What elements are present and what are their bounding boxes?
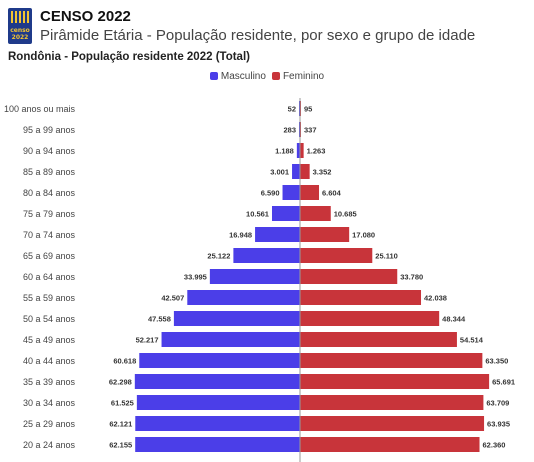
data-label-masculino: 60.618 (113, 357, 136, 366)
bar-feminino[interactable] (300, 248, 373, 263)
data-label-masculino: 33.995 (184, 273, 207, 282)
data-label-feminino: 3.352 (313, 168, 332, 177)
category-label: 25 a 29 anos (23, 419, 76, 429)
data-label-masculino: 52 (288, 105, 296, 114)
data-label-masculino: 62.298 (109, 378, 132, 387)
data-label-masculino: 283 (283, 126, 296, 135)
data-label-feminino: 10.685 (334, 210, 357, 219)
data-label-feminino: 48.344 (442, 315, 466, 324)
bar-feminino[interactable] (300, 227, 350, 242)
bar-feminino[interactable] (300, 185, 320, 200)
bar-masculino[interactable] (136, 395, 300, 410)
bar-masculino[interactable] (134, 374, 300, 389)
bar-feminino[interactable] (300, 395, 484, 410)
bar-masculino[interactable] (296, 143, 300, 158)
censo-logo: censo 2022 (8, 8, 32, 44)
legend-swatch-feminino (271, 72, 280, 80)
header: censo 2022 CENSO 2022 Pirâmide Etária - … (8, 6, 528, 46)
page-title: CENSO 2022 (40, 8, 131, 25)
bar-feminino[interactable] (300, 437, 480, 452)
data-label-feminino: 62.360 (483, 441, 506, 450)
bar-masculino[interactable] (135, 416, 300, 431)
data-label-masculino: 62.121 (109, 420, 132, 429)
bar-feminino[interactable] (300, 269, 398, 284)
bar-masculino[interactable] (233, 248, 300, 263)
legend-label-masculino: Masculino (220, 70, 266, 82)
data-label-masculino: 25.122 (207, 252, 230, 261)
data-label-masculino: 52.217 (136, 336, 159, 345)
logo-text: censo 2022 (10, 27, 30, 41)
data-label-feminino: 6.604 (322, 189, 342, 198)
bar-masculino[interactable] (161, 332, 300, 347)
legend-item-masculino[interactable]: Masculino (209, 70, 266, 82)
data-label-feminino: 33.780 (400, 273, 423, 282)
data-label-masculino: 6.590 (261, 189, 280, 198)
page-subtitle: Pirâmide Etária - População residente, p… (40, 27, 476, 44)
category-label: 30 a 34 anos (23, 398, 76, 408)
data-label-feminino: 63.709 (486, 399, 509, 408)
category-label: 85 a 89 anos (23, 167, 76, 177)
data-label-masculino: 61.525 (111, 399, 134, 408)
data-label-masculino: 62.155 (109, 441, 132, 450)
category-label: 70 a 74 anos (23, 230, 76, 240)
category-label: 20 a 24 anos (23, 440, 76, 450)
data-label-feminino: 25.110 (375, 252, 398, 261)
bar-masculino[interactable] (282, 185, 300, 200)
chart-legend: Masculino Feminino (0, 70, 534, 82)
data-label-masculino: 47.558 (148, 315, 171, 324)
category-label: 35 a 39 anos (23, 377, 76, 387)
logo-bars-icon (11, 11, 29, 23)
data-label-masculino: 3.001 (270, 168, 289, 177)
data-label-feminino: 63.350 (485, 357, 508, 366)
legend-item-feminino[interactable]: Feminino (271, 70, 325, 82)
bar-feminino[interactable] (300, 311, 440, 326)
bar-feminino[interactable] (300, 290, 422, 305)
data-label-feminino: 337 (304, 126, 317, 135)
bar-masculino[interactable] (139, 353, 300, 368)
bar-masculino[interactable] (292, 164, 300, 179)
category-label: 50 a 54 anos (23, 314, 76, 324)
category-label: 90 a 94 anos (23, 146, 76, 156)
category-label: 55 a 59 anos (23, 293, 76, 303)
data-label-masculino: 10.561 (246, 210, 269, 219)
data-label-masculino: 1.188 (275, 147, 294, 156)
data-label-feminino: 17.080 (352, 231, 375, 240)
bar-masculino[interactable] (271, 206, 300, 221)
bar-feminino[interactable] (300, 374, 490, 389)
category-label: 100 anos ou mais (4, 104, 76, 114)
category-label: 75 a 79 anos (23, 209, 76, 219)
legend-swatch-masculino (209, 72, 218, 80)
legend-label-feminino: Feminino (282, 70, 325, 82)
bar-feminino[interactable] (300, 164, 310, 179)
bar-feminino[interactable] (300, 206, 331, 221)
category-label: 45 a 49 anos (23, 335, 76, 345)
bar-masculino[interactable] (135, 437, 300, 452)
category-label: 40 a 44 anos (23, 356, 76, 366)
bar-feminino[interactable] (300, 416, 485, 431)
data-label-feminino: 65.691 (492, 378, 515, 387)
data-label-masculino: 16.948 (229, 231, 252, 240)
bar-masculino[interactable] (187, 290, 300, 305)
data-label-feminino: 54.514 (460, 336, 484, 345)
data-label-feminino: 63.935 (487, 420, 510, 429)
category-label: 95 a 99 anos (23, 125, 76, 135)
bar-feminino[interactable] (300, 353, 483, 368)
bar-feminino[interactable] (300, 332, 457, 347)
bar-masculino[interactable] (255, 227, 300, 242)
category-label: 80 a 84 anos (23, 188, 76, 198)
bar-feminino[interactable] (300, 143, 304, 158)
data-label-feminino: 1.263 (307, 147, 326, 156)
category-label: 65 a 69 anos (23, 251, 76, 261)
data-label-feminino: 95 (304, 105, 312, 114)
category-label: 60 a 64 anos (23, 272, 76, 282)
data-label-masculino: 42.507 (161, 294, 184, 303)
bar-masculino[interactable] (209, 269, 300, 284)
data-label-feminino: 42.038 (424, 294, 447, 303)
chart-title: Rondônia - População residente 2022 (Tot… (8, 51, 250, 63)
bar-masculino[interactable] (173, 311, 300, 326)
